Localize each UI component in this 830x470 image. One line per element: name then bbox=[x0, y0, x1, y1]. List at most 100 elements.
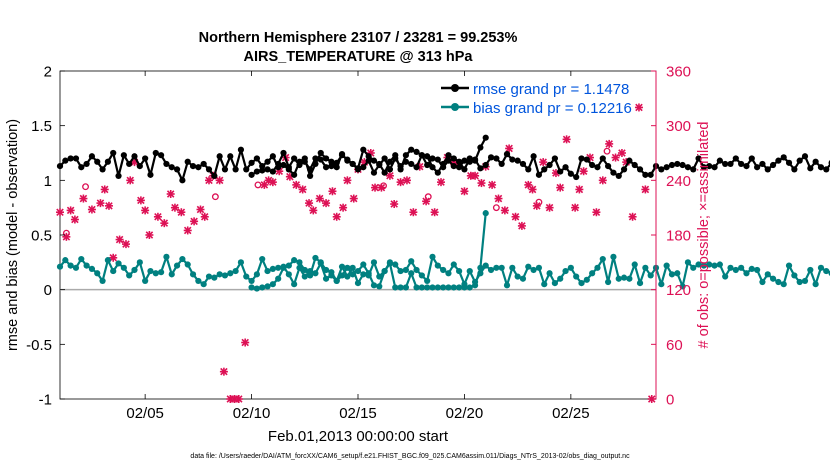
rmse-point bbox=[152, 149, 159, 157]
bias-point bbox=[440, 284, 447, 291]
obs-assimilated-marker bbox=[268, 178, 277, 187]
rmse-point bbox=[434, 169, 441, 176]
obs-assimilated-marker bbox=[349, 194, 358, 203]
rmse-point bbox=[823, 166, 830, 173]
bias-point bbox=[567, 264, 574, 271]
obs-assimilated-marker bbox=[332, 212, 341, 221]
bias-point bbox=[397, 267, 404, 275]
bias-point bbox=[397, 284, 404, 291]
obs-possible-marker bbox=[62, 229, 70, 237]
rmse-point bbox=[424, 153, 431, 160]
bias-point bbox=[440, 266, 447, 274]
bias-point bbox=[791, 272, 798, 279]
legend-rmse-label: rmse grand pr = 1.1478 bbox=[473, 81, 629, 98]
bias-point bbox=[62, 257, 69, 264]
rmse-point bbox=[126, 160, 133, 168]
obs-assimilated-marker bbox=[200, 212, 209, 221]
bias-point bbox=[158, 269, 165, 276]
bias-point bbox=[541, 281, 548, 288]
rmse-point bbox=[769, 161, 777, 169]
rmse-point bbox=[722, 160, 729, 168]
bias-point bbox=[562, 267, 569, 275]
rmse-point bbox=[104, 158, 111, 165]
bias-point bbox=[392, 284, 399, 291]
bias-point bbox=[769, 275, 777, 282]
rmse-point bbox=[131, 153, 138, 160]
rmse-point bbox=[461, 166, 468, 173]
bias-point bbox=[99, 277, 106, 285]
rmse-point bbox=[759, 160, 766, 168]
rmse-point bbox=[466, 158, 473, 165]
obs-possible-marker bbox=[603, 147, 611, 155]
bias-point bbox=[126, 272, 133, 279]
rmse-point bbox=[471, 156, 479, 163]
bias-point bbox=[227, 270, 234, 277]
bias-point bbox=[232, 267, 239, 275]
rmse-point bbox=[594, 164, 601, 171]
plot-area bbox=[59, 70, 657, 400]
rmse-point bbox=[408, 146, 415, 153]
bias-point bbox=[647, 272, 654, 279]
bias-point bbox=[248, 277, 255, 285]
obs-assimilated-marker bbox=[328, 187, 337, 196]
bias-point bbox=[780, 281, 787, 288]
bias-point bbox=[269, 265, 276, 272]
obs-assimilated-marker bbox=[66, 206, 75, 215]
bias-point bbox=[466, 267, 473, 275]
rmse-point bbox=[136, 163, 143, 170]
rmse-point bbox=[253, 168, 260, 175]
rmse-point bbox=[386, 158, 394, 165]
chart-title-line1: Northern Hemisphere 23107 / 23281 = 99.2… bbox=[199, 30, 518, 46]
bias-point bbox=[658, 281, 665, 288]
bias-point bbox=[189, 271, 197, 278]
bias-point bbox=[301, 273, 308, 280]
bias-point bbox=[429, 284, 436, 291]
bias-point bbox=[578, 280, 585, 287]
bias-point bbox=[493, 264, 500, 271]
rmse-point bbox=[322, 164, 330, 171]
rmse-point bbox=[376, 161, 383, 169]
rmse-point bbox=[173, 166, 181, 173]
rmse-point bbox=[142, 155, 149, 162]
bias-point bbox=[429, 253, 436, 260]
rmse-point bbox=[551, 155, 558, 162]
bias-point bbox=[275, 275, 282, 282]
obs-assimilated-marker bbox=[575, 185, 584, 194]
rmse-point bbox=[684, 164, 692, 171]
bias-point bbox=[610, 253, 617, 260]
rmse-point bbox=[445, 152, 452, 159]
rmse-point bbox=[291, 171, 298, 178]
rmse-point bbox=[679, 161, 686, 169]
rmse-point bbox=[88, 153, 96, 160]
bias-point bbox=[354, 280, 362, 287]
bias-point bbox=[801, 277, 809, 285]
bias-point bbox=[200, 281, 207, 288]
bias-point bbox=[450, 284, 457, 291]
rmse-point bbox=[296, 161, 303, 169]
rmse-point bbox=[738, 160, 745, 168]
bias-point bbox=[344, 264, 351, 271]
rmse-point bbox=[700, 164, 707, 171]
rmse-point bbox=[354, 166, 362, 173]
rmse-point bbox=[780, 154, 787, 161]
bias-point bbox=[248, 284, 255, 291]
rmse-point bbox=[168, 164, 175, 171]
bias-point bbox=[530, 266, 537, 274]
rmse-point bbox=[158, 152, 165, 159]
rmse-point bbox=[493, 155, 500, 162]
rmse-point bbox=[706, 163, 713, 170]
obs-assimilated-marker bbox=[315, 194, 324, 203]
rmse-point bbox=[647, 171, 654, 178]
bias-point bbox=[461, 281, 468, 288]
bias-point bbox=[748, 265, 755, 272]
rmse-point bbox=[626, 157, 633, 164]
bias-point bbox=[269, 281, 276, 288]
bias-point bbox=[280, 264, 287, 271]
bias-point bbox=[408, 258, 415, 265]
rmse-point bbox=[248, 159, 255, 166]
obs-assimilated-marker bbox=[145, 231, 154, 239]
bias-point bbox=[823, 267, 830, 275]
bias-point bbox=[498, 264, 505, 271]
rmse-point bbox=[424, 161, 431, 169]
bias-point bbox=[738, 264, 745, 271]
